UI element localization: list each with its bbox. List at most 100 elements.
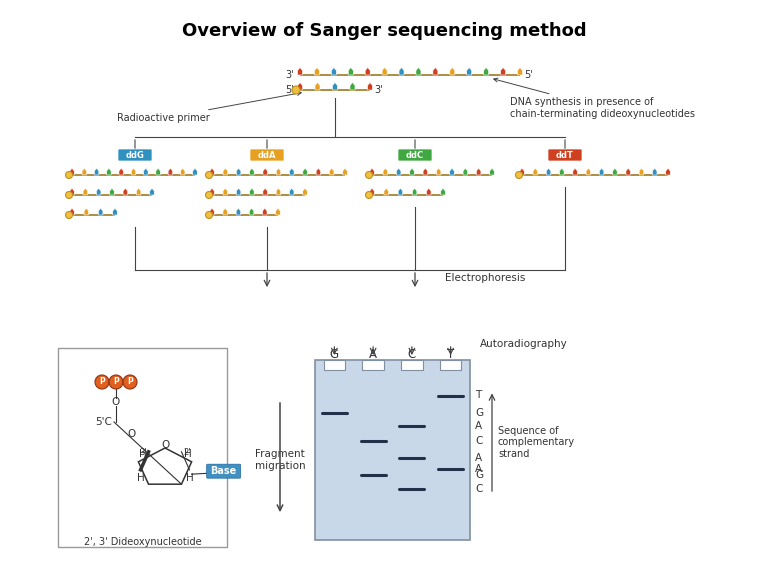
Polygon shape <box>263 188 267 195</box>
Polygon shape <box>123 188 127 195</box>
Polygon shape <box>412 188 417 195</box>
Polygon shape <box>436 168 441 175</box>
Text: 3': 3' <box>286 70 294 80</box>
Polygon shape <box>398 188 402 195</box>
Polygon shape <box>98 209 103 215</box>
Polygon shape <box>383 168 388 175</box>
Polygon shape <box>333 82 337 90</box>
Polygon shape <box>369 188 374 195</box>
Polygon shape <box>237 168 241 175</box>
Polygon shape <box>653 168 657 175</box>
Polygon shape <box>297 67 303 75</box>
Polygon shape <box>501 67 505 75</box>
Text: A: A <box>475 421 482 431</box>
Polygon shape <box>316 168 321 175</box>
Polygon shape <box>331 67 336 75</box>
Text: Fragment
migration: Fragment migration <box>255 449 306 471</box>
Polygon shape <box>520 168 525 175</box>
Polygon shape <box>276 209 280 215</box>
Polygon shape <box>366 67 370 75</box>
Polygon shape <box>423 168 428 175</box>
FancyBboxPatch shape <box>398 149 432 161</box>
Polygon shape <box>290 188 294 195</box>
Polygon shape <box>399 67 404 75</box>
Text: A: A <box>475 464 482 473</box>
Polygon shape <box>343 168 347 175</box>
Text: O: O <box>161 440 169 450</box>
FancyBboxPatch shape <box>548 149 582 161</box>
Polygon shape <box>113 209 118 215</box>
FancyBboxPatch shape <box>207 464 240 478</box>
Circle shape <box>206 191 213 199</box>
Polygon shape <box>250 168 254 175</box>
Polygon shape <box>223 188 227 195</box>
Polygon shape <box>210 168 214 175</box>
Text: G: G <box>329 347 339 361</box>
Text: G: G <box>475 471 483 480</box>
Circle shape <box>65 172 72 179</box>
Text: C: C <box>408 347 416 361</box>
Polygon shape <box>236 209 240 215</box>
Text: Radioactive primer: Radioactive primer <box>118 92 301 123</box>
Text: C: C <box>475 484 482 494</box>
Circle shape <box>65 191 72 199</box>
Polygon shape <box>210 209 214 215</box>
Polygon shape <box>168 168 173 175</box>
FancyBboxPatch shape <box>58 348 227 547</box>
Polygon shape <box>150 188 154 195</box>
Text: O: O <box>128 429 136 439</box>
Text: 5'C: 5'C <box>95 417 112 427</box>
Circle shape <box>95 375 109 389</box>
Text: Electrophoresis: Electrophoresis <box>445 273 525 283</box>
Polygon shape <box>441 188 445 195</box>
Polygon shape <box>384 188 389 195</box>
Text: H: H <box>186 473 194 483</box>
Text: G: G <box>475 407 483 418</box>
Text: T: T <box>475 391 482 400</box>
Text: P: P <box>127 377 133 386</box>
Text: ddG: ddG <box>125 150 144 160</box>
Polygon shape <box>560 168 564 175</box>
Polygon shape <box>263 209 267 215</box>
Polygon shape <box>94 168 99 175</box>
Text: P: P <box>99 377 105 386</box>
Polygon shape <box>193 168 197 175</box>
Text: H: H <box>184 449 191 459</box>
Text: Autoradiography: Autoradiography <box>480 339 568 349</box>
Text: H: H <box>139 449 147 459</box>
Polygon shape <box>350 82 355 90</box>
Polygon shape <box>368 82 372 90</box>
Polygon shape <box>297 82 303 90</box>
Polygon shape <box>83 188 88 195</box>
Polygon shape <box>144 168 148 175</box>
Polygon shape <box>137 188 141 195</box>
Polygon shape <box>107 168 111 175</box>
Polygon shape <box>533 168 538 175</box>
Text: H: H <box>137 473 144 483</box>
Polygon shape <box>348 67 353 75</box>
Circle shape <box>109 375 123 389</box>
Circle shape <box>366 172 372 179</box>
Polygon shape <box>156 168 161 175</box>
Polygon shape <box>410 168 414 175</box>
Polygon shape <box>276 168 281 175</box>
Circle shape <box>206 211 213 218</box>
Polygon shape <box>70 188 74 195</box>
Polygon shape <box>518 67 522 75</box>
Polygon shape <box>450 67 455 75</box>
Text: A: A <box>475 453 482 464</box>
Polygon shape <box>82 168 87 175</box>
Polygon shape <box>290 168 294 175</box>
Text: 2', 3' Dideoxynucleotide: 2', 3' Dideoxynucleotide <box>84 537 201 547</box>
FancyBboxPatch shape <box>250 149 284 161</box>
Polygon shape <box>382 67 387 75</box>
Bar <box>324 360 345 370</box>
Polygon shape <box>303 188 307 195</box>
Polygon shape <box>463 168 468 175</box>
Circle shape <box>206 172 213 179</box>
Polygon shape <box>639 168 644 175</box>
Text: C: C <box>475 437 482 446</box>
Polygon shape <box>250 188 254 195</box>
Polygon shape <box>180 168 185 175</box>
Polygon shape <box>250 209 254 215</box>
